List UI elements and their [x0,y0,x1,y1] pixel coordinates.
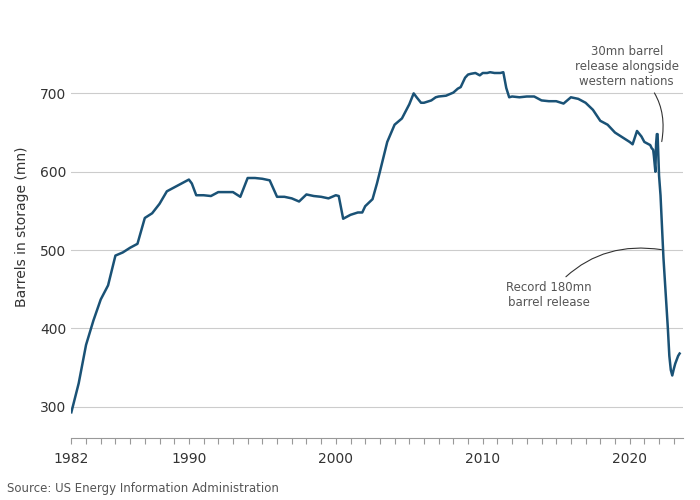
Text: 1990: 1990 [172,452,206,466]
Y-axis label: Barrels in storage (mn): Barrels in storage (mn) [15,146,29,307]
Text: 2020: 2020 [612,452,648,466]
Text: 2010: 2010 [466,452,500,466]
Text: Record 180mn
barrel release: Record 180mn barrel release [506,248,662,310]
Text: 30mn barrel
release alongside
western nations: 30mn barrel release alongside western na… [575,45,679,142]
Text: Source: US Energy Information Administration: Source: US Energy Information Administra… [7,482,279,495]
Text: 1982: 1982 [54,452,89,466]
Text: 2000: 2000 [318,452,354,466]
